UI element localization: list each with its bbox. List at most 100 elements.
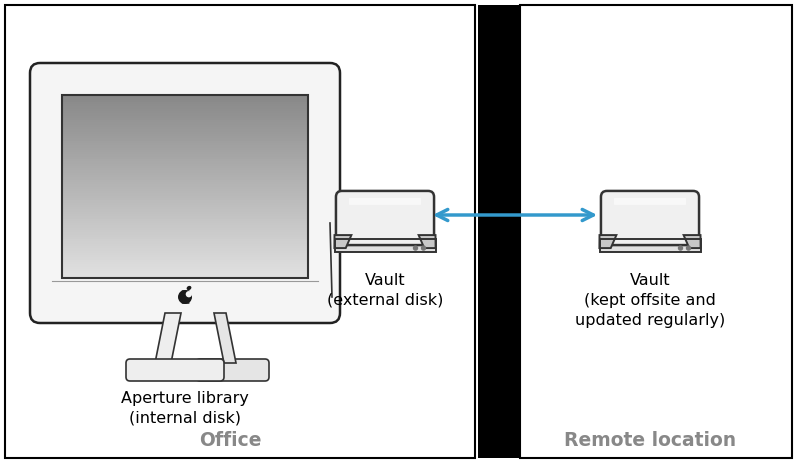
Bar	[599, 239, 701, 252]
Bar	[62, 106, 308, 109]
Bar	[62, 120, 308, 122]
Text: Vault
(kept offsite and
updated regularly): Vault (kept offsite and updated regularl…	[575, 273, 725, 328]
Bar	[62, 219, 308, 221]
Bar	[62, 95, 308, 97]
Bar	[62, 207, 308, 209]
Bar	[62, 152, 308, 155]
Bar	[62, 143, 308, 145]
FancyBboxPatch shape	[349, 198, 421, 205]
Bar	[520, 5, 792, 458]
Bar	[62, 131, 308, 134]
Bar	[62, 157, 308, 159]
Bar	[62, 228, 308, 230]
Bar	[62, 230, 308, 232]
Bar	[62, 173, 308, 175]
Bar	[62, 235, 308, 237]
Bar	[62, 267, 308, 269]
Bar	[62, 216, 308, 219]
Circle shape	[186, 291, 192, 297]
Bar	[62, 260, 308, 262]
Bar	[62, 205, 308, 207]
Bar	[62, 145, 308, 148]
Bar	[62, 275, 308, 278]
Text: Vault
(external disk): Vault (external disk)	[327, 273, 443, 308]
Bar	[62, 237, 308, 239]
Bar	[62, 182, 308, 184]
Bar	[478, 5, 520, 458]
FancyBboxPatch shape	[126, 359, 224, 381]
FancyBboxPatch shape	[601, 191, 699, 245]
Bar	[334, 239, 435, 252]
Bar	[62, 244, 308, 246]
Bar	[62, 175, 308, 177]
Bar	[5, 5, 475, 458]
Bar	[62, 212, 308, 214]
Circle shape	[414, 246, 418, 250]
Polygon shape	[214, 313, 236, 363]
Text: Remote location: Remote location	[564, 432, 736, 450]
Bar	[62, 248, 308, 250]
Bar	[62, 100, 308, 102]
Bar	[62, 102, 308, 104]
Bar	[62, 223, 308, 225]
Bar	[62, 274, 308, 275]
Bar	[62, 116, 308, 118]
Bar	[62, 180, 308, 182]
Bar	[62, 187, 308, 189]
Bar	[62, 198, 308, 200]
Bar	[62, 122, 308, 125]
Bar	[62, 202, 308, 205]
Polygon shape	[418, 235, 436, 248]
Polygon shape	[334, 235, 351, 248]
Text: : 	[181, 289, 190, 305]
Bar	[62, 125, 308, 127]
Circle shape	[178, 290, 192, 304]
Bar	[62, 161, 308, 163]
Bar	[62, 113, 308, 116]
Bar	[334, 239, 435, 252]
Bar	[62, 109, 308, 111]
Bar	[62, 97, 308, 100]
FancyBboxPatch shape	[336, 191, 434, 245]
Bar	[62, 168, 308, 170]
Bar	[62, 159, 308, 161]
Bar	[599, 239, 701, 252]
Bar	[62, 95, 308, 278]
Bar	[62, 257, 308, 260]
Text: Aperture library
(internal disk): Aperture library (internal disk)	[121, 391, 249, 426]
Polygon shape	[155, 313, 181, 363]
Bar	[62, 129, 308, 131]
Bar	[62, 264, 308, 267]
Bar	[62, 141, 308, 143]
Bar	[62, 189, 308, 191]
Bar	[62, 196, 308, 198]
Bar	[62, 221, 308, 223]
Bar	[62, 170, 308, 173]
Bar	[62, 250, 308, 253]
Bar	[62, 177, 308, 180]
Bar	[62, 155, 308, 157]
Bar	[62, 209, 308, 212]
Bar	[62, 255, 308, 257]
Bar	[62, 134, 308, 136]
Bar	[62, 127, 308, 129]
Bar	[62, 214, 308, 216]
Polygon shape	[599, 235, 616, 248]
Bar	[62, 111, 308, 113]
Bar	[62, 239, 308, 241]
Bar	[62, 246, 308, 248]
Bar	[62, 138, 308, 141]
Bar	[62, 269, 308, 271]
Bar	[62, 225, 308, 228]
Bar	[62, 253, 308, 255]
Bar	[62, 118, 308, 120]
Bar	[62, 184, 308, 187]
Circle shape	[422, 246, 426, 250]
FancyBboxPatch shape	[614, 198, 686, 205]
Bar	[62, 271, 308, 274]
FancyBboxPatch shape	[30, 63, 340, 323]
Circle shape	[686, 246, 690, 250]
Bar	[62, 150, 308, 152]
Bar	[62, 104, 308, 106]
Bar	[62, 148, 308, 150]
